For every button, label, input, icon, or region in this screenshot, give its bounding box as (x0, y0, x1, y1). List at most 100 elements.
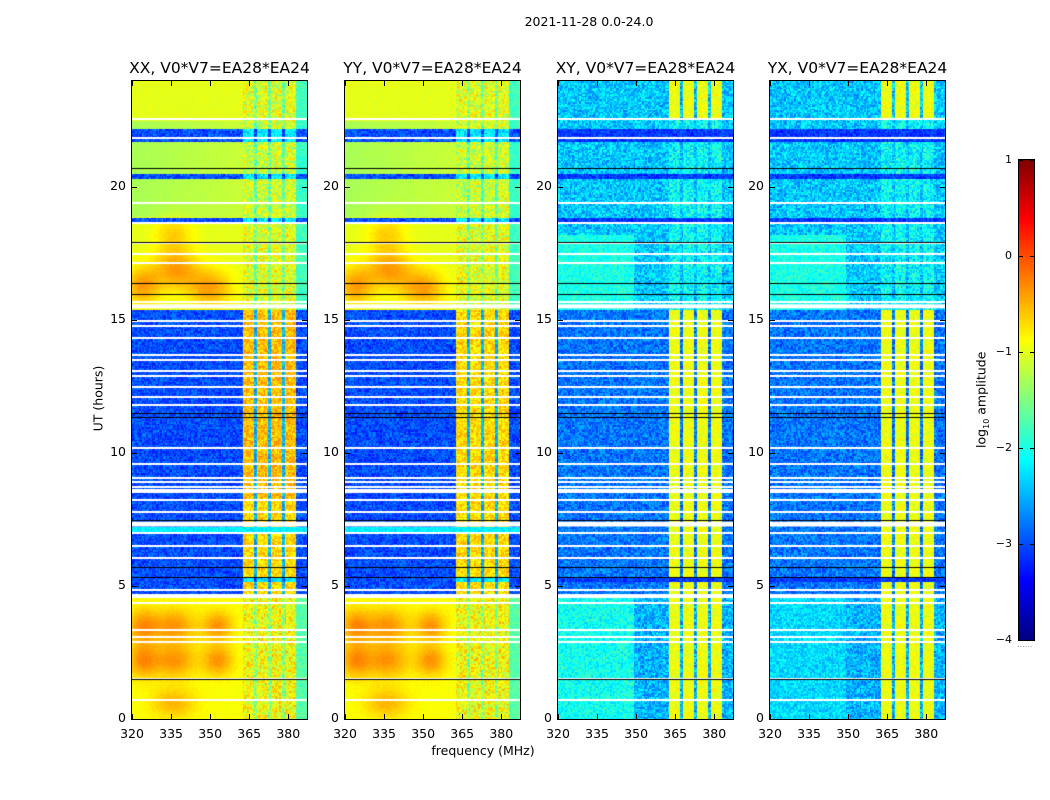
y-tick-mark (940, 585, 945, 587)
y-tick-mark (940, 718, 945, 720)
x-axis-label: frequency (MHz) (431, 743, 535, 758)
colorbar-tick-label: −2 (995, 441, 1012, 454)
x-tick-mark (422, 714, 424, 719)
colorbar-label-rest: amplitude (973, 351, 989, 419)
y-tick-label: 15 (110, 311, 126, 327)
x-tick-label: 380 (276, 726, 301, 741)
x-tick-mark (886, 81, 888, 86)
y-tick-mark (345, 452, 350, 454)
x-tick-mark (596, 714, 598, 719)
x-tick-mark (209, 714, 211, 719)
y-tick-label: 0 (544, 710, 552, 725)
colorbar-tick-label: 0 (1005, 249, 1012, 262)
y-tick-mark (302, 186, 307, 188)
x-tick-label: 350 (836, 726, 861, 741)
y-tick-label: 15 (323, 311, 339, 327)
x-tick-mark (248, 81, 250, 86)
y-tick-mark (345, 718, 350, 720)
panel-title: XX, V0*V7=EA28*EA24 (129, 59, 310, 77)
y-tick-mark (940, 452, 945, 454)
colorbar-gradient (1019, 160, 1034, 640)
y-tick-mark (515, 585, 520, 587)
x-tick-label: 365 (450, 726, 475, 741)
y-tick-label: 10 (748, 444, 764, 460)
y-tick-label: 20 (748, 178, 764, 194)
y-tick-label: 10 (536, 444, 552, 460)
y-tick-mark (515, 718, 520, 720)
x-tick-mark (635, 81, 637, 86)
y-tick-mark (132, 452, 137, 454)
colorbar-dots: ...... (1017, 640, 1033, 649)
colorbar-tick-mark (1019, 255, 1023, 257)
y-tick-mark (728, 319, 733, 321)
y-tick-mark (770, 452, 775, 454)
panel-title: YY, V0*V7=EA28*EA24 (343, 59, 522, 77)
x-tick-mark (287, 81, 289, 86)
y-tick-label: 20 (323, 178, 339, 194)
y-tick-label: 10 (323, 444, 339, 460)
y-tick-label: 15 (748, 311, 764, 327)
y-tick-mark (558, 319, 563, 321)
y-tick-label: 15 (536, 311, 552, 327)
figure-suptitle: 2021-11-28 0.0-24.0 (524, 14, 654, 29)
y-tick-mark (558, 718, 563, 720)
colorbar-tick-label: −1 (995, 345, 1012, 358)
x-tick-label: 335 (372, 726, 396, 741)
colorbar-tick-mark (1019, 159, 1023, 161)
x-tick-mark (713, 714, 715, 719)
colorbar-tick-mark (1030, 543, 1034, 545)
heatmap-image (558, 81, 733, 719)
colorbar-tick-label: −3 (995, 537, 1012, 550)
x-tick-mark (769, 81, 771, 86)
y-tick-mark (132, 718, 137, 720)
colorbar: 1 0 −1 −2 −3 −4 (996, 153, 1035, 646)
x-tick-label: 350 (624, 726, 649, 741)
x-tick-mark (287, 714, 289, 719)
x-tick-label: 350 (198, 726, 223, 741)
panel-yy: YY, V0*V7=EA28*EA24 320 335 350 365 380 0 5 10 15… (323, 59, 522, 741)
y-tick-label: 5 (544, 577, 552, 593)
x-tick-mark (713, 81, 715, 86)
y-tick-label: 10 (110, 444, 126, 460)
x-tick-label: 380 (914, 726, 939, 741)
x-tick-mark (422, 81, 424, 86)
x-tick-mark (248, 714, 250, 719)
y-tick-mark (345, 186, 350, 188)
y-tick-mark (770, 186, 775, 188)
x-tick-label: 320 (333, 726, 357, 741)
x-tick-label: 365 (875, 726, 900, 741)
y-tick-mark (345, 585, 350, 587)
x-tick-mark (674, 81, 676, 86)
y-tick-mark (558, 585, 563, 587)
panel-xx: XX, V0*V7=EA28*EA24 320 335 350 365 380 0 5 10 15… (110, 59, 310, 741)
y-tick-mark (728, 452, 733, 454)
y-tick-mark (132, 319, 137, 321)
x-tick-mark (131, 81, 133, 86)
x-tick-mark (131, 714, 133, 719)
x-tick-mark (461, 81, 463, 86)
y-tick-label: 20 (536, 178, 552, 194)
x-tick-label: 320 (546, 726, 570, 741)
x-tick-label: 335 (159, 726, 183, 741)
x-tick-mark (596, 81, 598, 86)
panel-title: YX, V0*V7=EA28*EA24 (767, 59, 948, 77)
x-tick-mark (383, 714, 385, 719)
y-tick-mark (728, 585, 733, 587)
x-tick-label: 320 (758, 726, 782, 741)
x-tick-mark (344, 81, 346, 86)
y-tick-label: 5 (756, 577, 764, 593)
panel-yx: YX, V0*V7=EA28*EA24 320 335 350 365 380 0 5 10 15… (748, 59, 947, 741)
y-axis-label: UT (hours) (90, 365, 106, 432)
x-tick-mark (808, 81, 810, 86)
panel-title: XY, V0*V7=EA28*EA24 (555, 59, 736, 77)
colorbar-tick-label: −4 (995, 633, 1012, 646)
x-tick-label: 335 (797, 726, 821, 741)
colorbar-tick-mark (1019, 639, 1023, 641)
x-tick-mark (925, 81, 927, 86)
y-tick-mark (515, 186, 520, 188)
x-tick-mark (925, 714, 927, 719)
colorbar-tick-mark (1030, 351, 1034, 353)
y-tick-mark (302, 452, 307, 454)
y-tick-label: 5 (118, 577, 126, 593)
x-tick-mark (808, 714, 810, 719)
